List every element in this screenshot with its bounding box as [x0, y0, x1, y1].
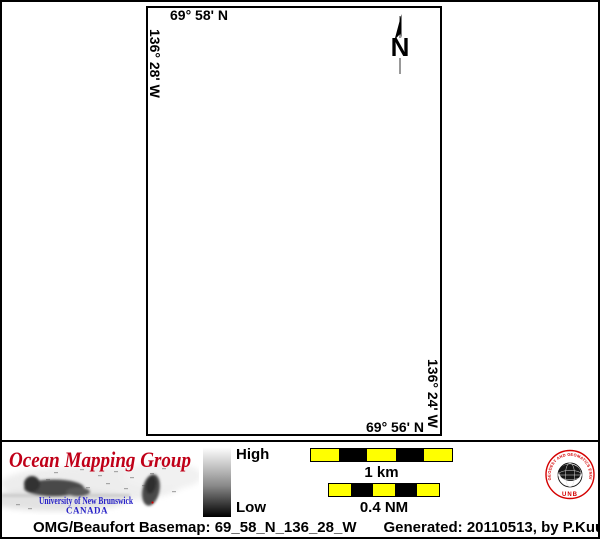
latitude-label-bottom: 69° 56' N: [366, 419, 424, 435]
footer-basemap-text: OMG/Beaufort Basemap: 69_58_N_136_28_W: [33, 519, 357, 536]
logo-country: CANADA: [66, 506, 108, 516]
scalebar-km-label: 1 km: [364, 464, 399, 481]
globe-icon: [557, 462, 583, 488]
north-letter: N: [391, 32, 410, 62]
scalebar-segment: [423, 449, 453, 461]
omg-logo: Ocean Mapping Group University of New Br…: [2, 444, 199, 515]
scalebar-nm: [328, 483, 440, 497]
scalebar-segment: [417, 484, 439, 496]
scalebar-nm-label: 0.4 NM: [359, 499, 409, 516]
scalebar-segment: [311, 449, 340, 461]
scalebar-segment: [367, 449, 396, 461]
footer-divider: [2, 440, 598, 442]
scalebar-segment: [339, 449, 368, 461]
footer-generated-text: Generated: 20110513, by P.Kuus: [383, 519, 600, 536]
scalebar-segment: [351, 484, 373, 496]
footer-caption: OMG/Beaufort Basemap: 69_58_N_136_28_W G…: [33, 519, 600, 536]
seal-unb-text: UNB: [562, 492, 578, 498]
scalebar-segment: [395, 449, 424, 461]
map-canvas: [146, 6, 442, 436]
longitude-label-right: 136° 24' W: [425, 359, 441, 428]
logo-fish-silhouette: [142, 474, 160, 506]
longitude-label-left: 136° 28' W: [147, 29, 163, 98]
depth-colorbar: [203, 447, 231, 517]
scalebar-segment: [329, 484, 351, 496]
latitude-label-top: 69° 58' N: [170, 7, 228, 23]
logo-university: University of New Brunswick: [39, 496, 133, 507]
scalebar-km: [310, 448, 453, 462]
logo-sealion-silhouette: [2, 476, 130, 497]
logo-title: Ocean Mapping Group: [9, 447, 191, 472]
colorbar-high-label: High: [236, 446, 270, 463]
scalebar-segment: [373, 484, 395, 496]
colorbar-low-label: Low: [236, 499, 266, 516]
north-arrow-icon: N: [389, 14, 411, 74]
scalebar-segment: [395, 484, 417, 496]
unb-geodesy-seal-icon: GEODESY AND GEOMATICS ENGINEERING UNB: [544, 448, 595, 500]
